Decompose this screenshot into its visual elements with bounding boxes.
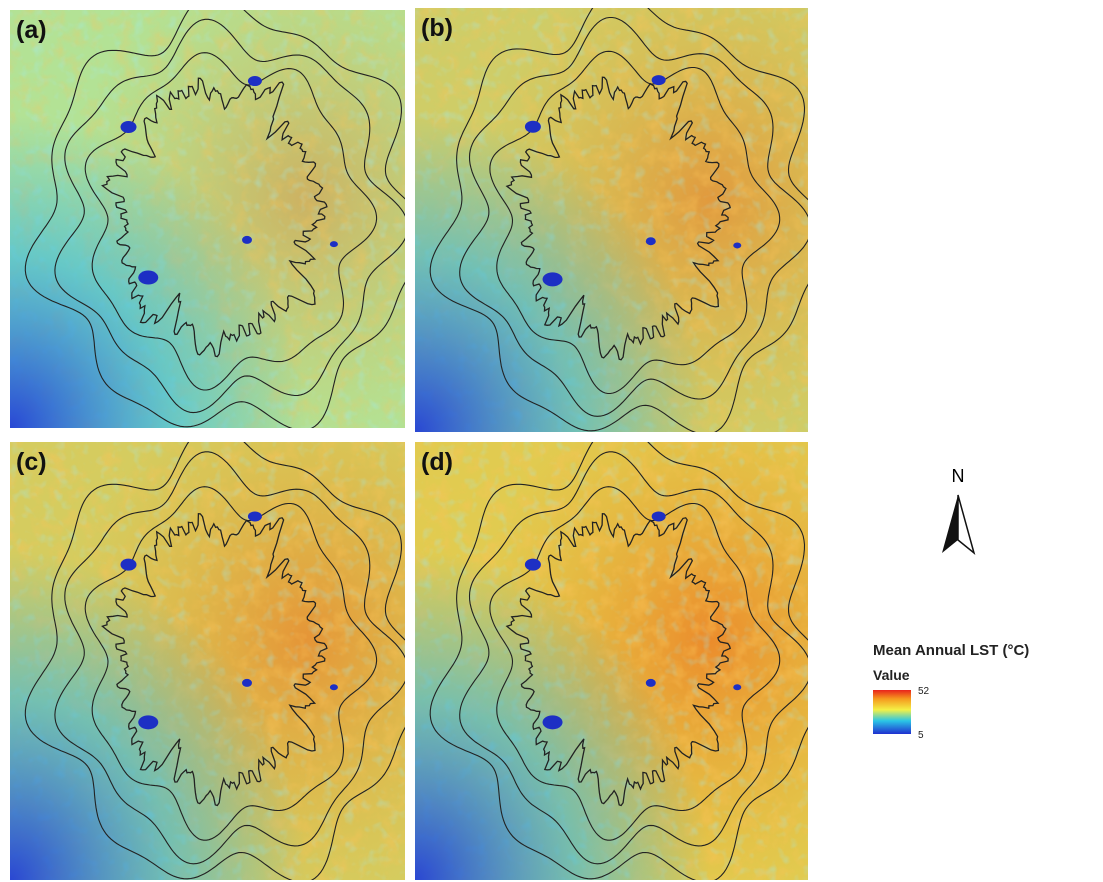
boundary (429, 442, 808, 880)
boundary (84, 486, 378, 841)
water-body (542, 715, 563, 730)
boundary (24, 442, 405, 880)
boundary (505, 512, 731, 807)
legend-min: 5 (918, 730, 924, 741)
boundary (101, 512, 328, 807)
boundary (101, 77, 328, 358)
boundary (459, 16, 808, 417)
lst-map: (b) (415, 8, 808, 432)
water-body (138, 270, 159, 285)
water-body (542, 272, 563, 287)
legend-subtitle: Value (873, 667, 910, 683)
water-body (329, 684, 338, 691)
boundary (84, 52, 378, 391)
color-ramp (873, 690, 911, 734)
water-body (524, 120, 541, 133)
panel-label: (c) (16, 448, 47, 476)
water-body (651, 511, 666, 522)
map-panels: (a) (b) (c) (d) (10, 8, 808, 880)
water-body (651, 75, 666, 86)
boundary (489, 486, 781, 841)
legend: Mean Annual LST (°C) Value 52 5 (873, 642, 1029, 741)
boundary (54, 451, 405, 865)
water-body (329, 241, 338, 248)
boundary (429, 8, 808, 432)
legend-title: Mean Annual LST (°C) (873, 642, 1029, 659)
water-body (524, 558, 541, 571)
panel-label: (d) (421, 448, 453, 476)
water-body (645, 237, 656, 246)
lst-map: (a) (10, 10, 405, 428)
north-arrow: N (942, 466, 976, 556)
water-body (247, 76, 262, 87)
water-body (733, 242, 742, 249)
water-body (242, 678, 252, 687)
boundary (459, 451, 808, 865)
boundary (505, 76, 731, 361)
lst-map: (d) (415, 442, 808, 880)
panel-label: (b) (421, 14, 453, 42)
lst-map: (c) (10, 442, 405, 880)
water-body (138, 715, 159, 730)
water-body (120, 558, 137, 571)
water-body (733, 684, 742, 691)
legend-max: 52 (918, 686, 930, 697)
boundary (24, 10, 405, 428)
boundary (54, 18, 405, 414)
north-label: N (952, 466, 965, 486)
water-body (247, 511, 262, 522)
boundary (489, 50, 781, 395)
water-body (242, 235, 252, 244)
water-body (645, 678, 656, 687)
panel-label: (a) (16, 16, 47, 44)
water-body (120, 121, 137, 134)
